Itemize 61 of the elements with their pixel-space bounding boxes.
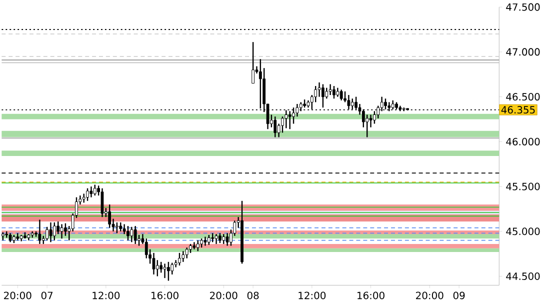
candlestick [126,225,130,241]
candlestick [332,85,336,100]
candlestick [38,219,42,244]
x-tick-label: 20:00 [4,292,32,300]
candlestick [340,88,343,101]
y-tick-label: 44.500 [506,272,540,280]
candlestick [178,252,181,266]
x-tick-label: 07 [41,292,53,300]
x-tick-label: 16:00 [152,292,178,300]
candlestick [252,41,255,84]
candlestick [196,240,200,252]
candlestick [322,84,324,108]
candlestick [93,184,96,196]
x-tick-label: 09 [453,292,465,300]
candlestick [152,252,156,275]
y-tick-label: 47.000 [506,48,540,56]
candlestick [207,234,210,246]
candlestick [49,222,52,243]
candlestick [64,222,67,236]
candlestick [182,250,185,262]
candlestick [185,246,188,259]
candlestick [86,188,89,202]
y-tick-label: 46.500 [506,92,540,100]
candlestick [373,110,376,124]
candlestick [325,87,328,100]
candlestick [116,222,118,234]
candlestick [226,232,229,246]
x-tick-label: 20:00 [210,292,238,300]
candlestick [328,84,332,96]
candlestick [108,204,112,228]
candlestick [369,114,372,128]
x-tick-label: 12:00 [298,292,326,300]
candlestick [318,82,321,98]
candlestick [218,232,222,244]
candlestick [52,222,56,241]
candlestick [214,233,218,244]
candlestick [100,188,104,218]
candlestick [90,186,93,198]
candlestick [284,110,288,129]
candlestick [163,263,166,279]
candlestick [156,259,159,277]
candlestick [384,98,387,110]
candlestick [46,226,49,241]
y-tick-label: 45.500 [506,182,540,190]
candlestick [288,110,292,130]
y-tick-label: 45.000 [506,228,540,236]
y-tick-label: 46.000 [506,138,540,146]
candlestick [60,224,64,240]
candlestick [130,226,134,243]
x-tick-label: 12:00 [92,292,120,300]
ref-line-label: 46.355 [501,106,535,114]
candlestick [56,220,60,235]
x-tick-label: 20:00 [416,292,444,300]
candlestick [134,225,137,244]
y-tick-label: 47.500 [506,3,540,11]
candlestick [167,261,170,282]
candlestick [366,114,369,138]
x-tick-label: 16:00 [358,292,384,300]
candlestick [274,116,277,138]
candlestick [222,233,226,244]
x-tick-label: 08 [247,292,259,300]
